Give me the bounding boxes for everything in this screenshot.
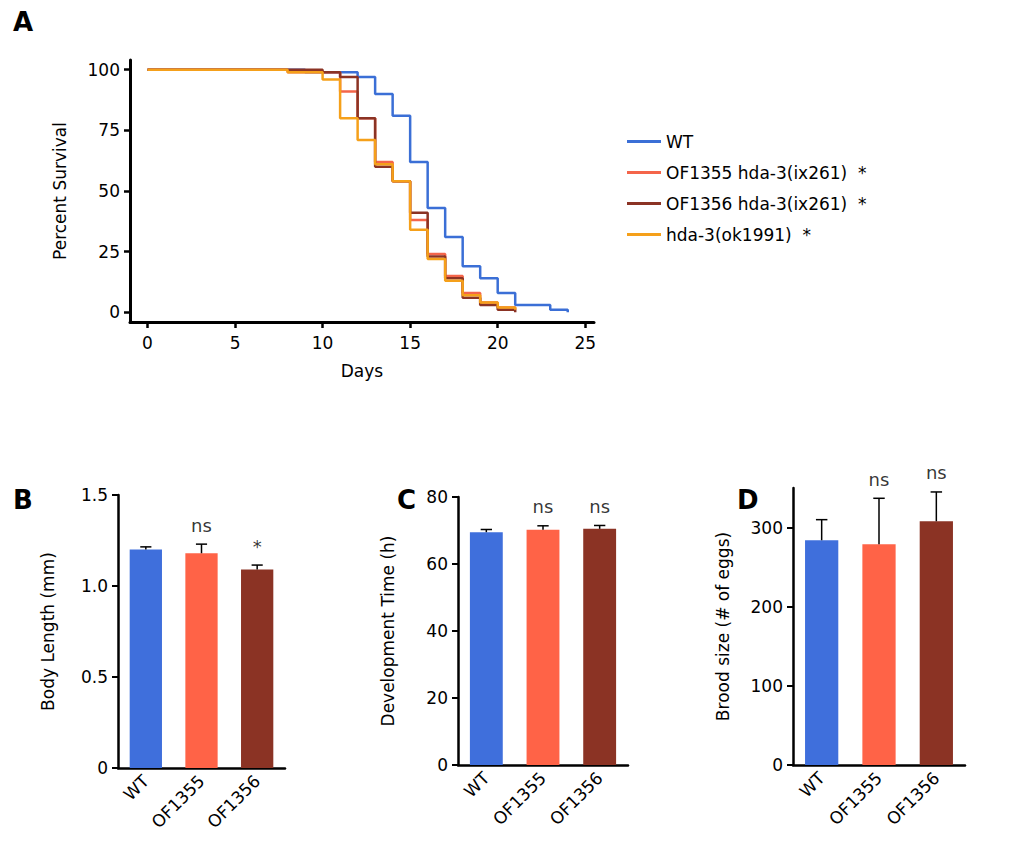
svg-text:40: 40 bbox=[426, 621, 448, 641]
svg-text:0.5: 0.5 bbox=[81, 667, 108, 687]
svg-text:0: 0 bbox=[109, 302, 120, 322]
svg-text:15: 15 bbox=[399, 333, 421, 353]
svg-text:ns: ns bbox=[926, 462, 947, 483]
svg-text:80: 80 bbox=[426, 487, 448, 507]
svg-text:WT: WT bbox=[666, 132, 694, 152]
svg-text:C: C bbox=[397, 485, 416, 515]
svg-text:10: 10 bbox=[312, 333, 334, 353]
svg-text:ns: ns bbox=[869, 469, 890, 490]
svg-text:0: 0 bbox=[142, 333, 153, 353]
svg-text:A: A bbox=[13, 7, 33, 37]
svg-text:OF1355: OF1355 bbox=[147, 771, 208, 832]
svg-text:0: 0 bbox=[772, 755, 783, 775]
svg-text:20: 20 bbox=[487, 333, 509, 353]
svg-text:100: 100 bbox=[751, 676, 783, 696]
svg-text:60: 60 bbox=[426, 554, 448, 574]
svg-text:75: 75 bbox=[98, 120, 120, 140]
svg-text:WT: WT bbox=[795, 767, 829, 801]
svg-text:20: 20 bbox=[426, 688, 448, 708]
svg-text:ns: ns bbox=[533, 496, 554, 517]
svg-text:OF1355 hda-3(ix261) *: OF1355 hda-3(ix261) * bbox=[666, 163, 867, 183]
svg-text:0: 0 bbox=[97, 758, 108, 778]
svg-text:B: B bbox=[13, 485, 33, 515]
svg-text:25: 25 bbox=[574, 333, 596, 353]
svg-text:Days: Days bbox=[341, 361, 384, 381]
svg-text:OF1356 hda-3(ix261) *: OF1356 hda-3(ix261) * bbox=[666, 194, 867, 214]
svg-text:5: 5 bbox=[230, 333, 241, 353]
svg-text:D: D bbox=[737, 485, 759, 515]
svg-text:OF1356: OF1356 bbox=[546, 768, 607, 829]
svg-text:1.5: 1.5 bbox=[81, 485, 108, 505]
svg-text:300: 300 bbox=[751, 518, 783, 538]
svg-text:1.0: 1.0 bbox=[81, 576, 108, 596]
svg-text:50: 50 bbox=[98, 181, 120, 201]
svg-text:OF1355: OF1355 bbox=[489, 768, 550, 829]
svg-text:OF1355: OF1355 bbox=[825, 768, 886, 829]
svg-text:200: 200 bbox=[751, 597, 783, 617]
svg-text:hda-3(ok1991) *: hda-3(ok1991) * bbox=[666, 225, 811, 245]
svg-text:ns: ns bbox=[589, 496, 610, 517]
svg-text:Body Length (mm): Body Length (mm) bbox=[38, 552, 58, 711]
svg-text:*: * bbox=[253, 536, 262, 557]
svg-text:0: 0 bbox=[437, 755, 448, 775]
svg-text:100: 100 bbox=[88, 60, 120, 80]
svg-text:ns: ns bbox=[191, 515, 212, 536]
svg-text:25: 25 bbox=[98, 242, 120, 262]
svg-text:Development Time (h): Development Time (h) bbox=[378, 536, 398, 727]
svg-text:WT: WT bbox=[120, 770, 154, 804]
svg-text:OF1356: OF1356 bbox=[203, 771, 264, 832]
svg-text:OF1356: OF1356 bbox=[882, 768, 943, 829]
svg-text:Brood size (# of eggs): Brood size (# of eggs) bbox=[713, 532, 733, 721]
svg-text:Percent Survival: Percent Survival bbox=[50, 122, 70, 260]
svg-text:WT: WT bbox=[460, 767, 494, 801]
